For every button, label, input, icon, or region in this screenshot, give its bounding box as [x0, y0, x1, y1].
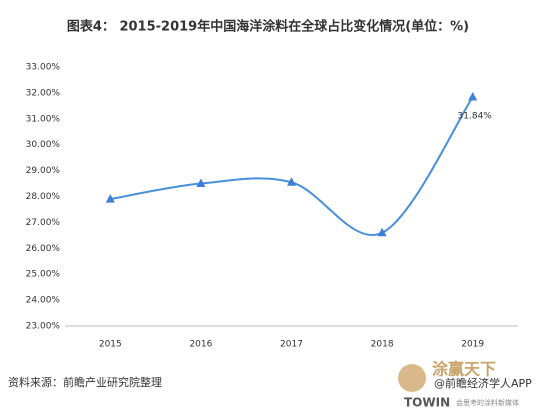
y-tick-label: 32.00% — [26, 88, 61, 98]
x-tick-label: 2018 — [371, 340, 394, 350]
marker — [105, 194, 115, 203]
watermark-logo: TOWIN — [404, 396, 450, 410]
chart-title: 图表4： 2015-2019年中国海洋涂料在全球占比变化情况(单位：%) — [67, 19, 469, 35]
y-tick-label: 24.00% — [26, 296, 61, 306]
marker — [287, 177, 296, 186]
y-tick-label: 27.00% — [26, 218, 61, 228]
watermark-app: @前瞻经济学人APP — [434, 376, 532, 390]
y-tick-label: 31.00% — [26, 114, 61, 124]
watermark-slogan: 会思考的涂料新媒体 — [456, 398, 519, 407]
y-tick-label: 25.00% — [26, 270, 61, 280]
y-tick-label: 29.00% — [26, 166, 61, 176]
y-tick-label: 23.00% — [26, 322, 61, 332]
x-tick-label: 2019 — [461, 340, 484, 350]
watermark-brand: 涂赢天下 — [432, 360, 496, 379]
y-tick-label: 28.00% — [26, 192, 61, 202]
x-tick-label: 2017 — [280, 340, 303, 350]
x-tick-label: 2016 — [189, 340, 212, 350]
y-tick-label: 30.00% — [26, 140, 61, 150]
logo-icon — [398, 364, 426, 392]
marker — [377, 227, 387, 237]
marker — [468, 92, 478, 101]
marker — [196, 178, 206, 188]
y-tick-label: 26.00% — [26, 244, 61, 254]
source-note: 资料来源：前瞻产业研究院整理 — [8, 375, 162, 389]
line — [110, 96, 474, 236]
y-tick-label: 33.00% — [26, 63, 61, 73]
data-label: 31.84% — [458, 112, 493, 122]
x-tick-label: 2015 — [99, 340, 122, 350]
